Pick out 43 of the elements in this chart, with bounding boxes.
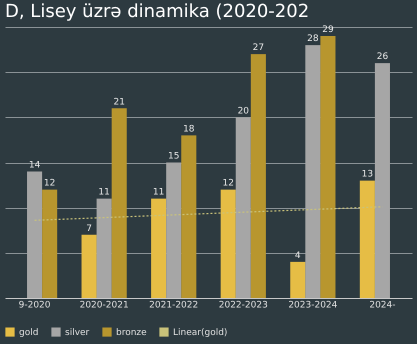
x-tick-label: 2020-2021 xyxy=(80,300,129,310)
data-label: 26 xyxy=(376,52,388,62)
bar xyxy=(27,172,42,298)
bar xyxy=(181,135,196,298)
chart-title: D, Lisey üzrə dinamika (2020-202 xyxy=(5,1,310,22)
bar xyxy=(236,117,251,298)
bar xyxy=(320,36,336,298)
bar xyxy=(220,190,236,298)
bar xyxy=(112,108,127,298)
legend-label: Linear(gold) xyxy=(173,328,228,338)
bar xyxy=(96,198,112,298)
data-label: 28 xyxy=(307,34,319,44)
bar xyxy=(360,180,375,298)
data-label: 11 xyxy=(98,188,110,198)
x-tick-label: 2024- xyxy=(369,300,396,310)
bar xyxy=(82,234,97,298)
data-label: 29 xyxy=(322,25,334,36)
data-label: 27 xyxy=(252,43,264,54)
data-label: 13 xyxy=(362,170,374,180)
data-label: 12 xyxy=(44,178,56,189)
x-tick-label: 2022-2023 xyxy=(218,300,268,310)
data-label: 15 xyxy=(168,152,180,162)
data-label: 14 xyxy=(28,160,41,171)
data-label: 21 xyxy=(113,97,125,108)
data-label: 7 xyxy=(86,224,92,234)
legend-label: silver xyxy=(65,328,90,338)
x-tick-label: 9-2020 xyxy=(18,300,51,310)
data-label: 12 xyxy=(222,178,234,189)
data-label: 4 xyxy=(294,250,301,261)
bar xyxy=(151,198,166,298)
bar xyxy=(250,54,266,298)
bar xyxy=(166,162,182,298)
legend-label: bronze xyxy=(116,328,148,338)
data-label: 20 xyxy=(238,106,250,116)
bar xyxy=(42,190,58,298)
data-label: 11 xyxy=(152,188,164,198)
bar xyxy=(290,262,306,298)
bar xyxy=(305,45,320,298)
bar xyxy=(374,63,390,298)
x-tick-label: 2021-2022 xyxy=(149,300,198,310)
legend-label: gold xyxy=(19,328,38,338)
data-label: 18 xyxy=(183,124,195,134)
x-tick-label: 2023-2024 xyxy=(288,300,338,310)
